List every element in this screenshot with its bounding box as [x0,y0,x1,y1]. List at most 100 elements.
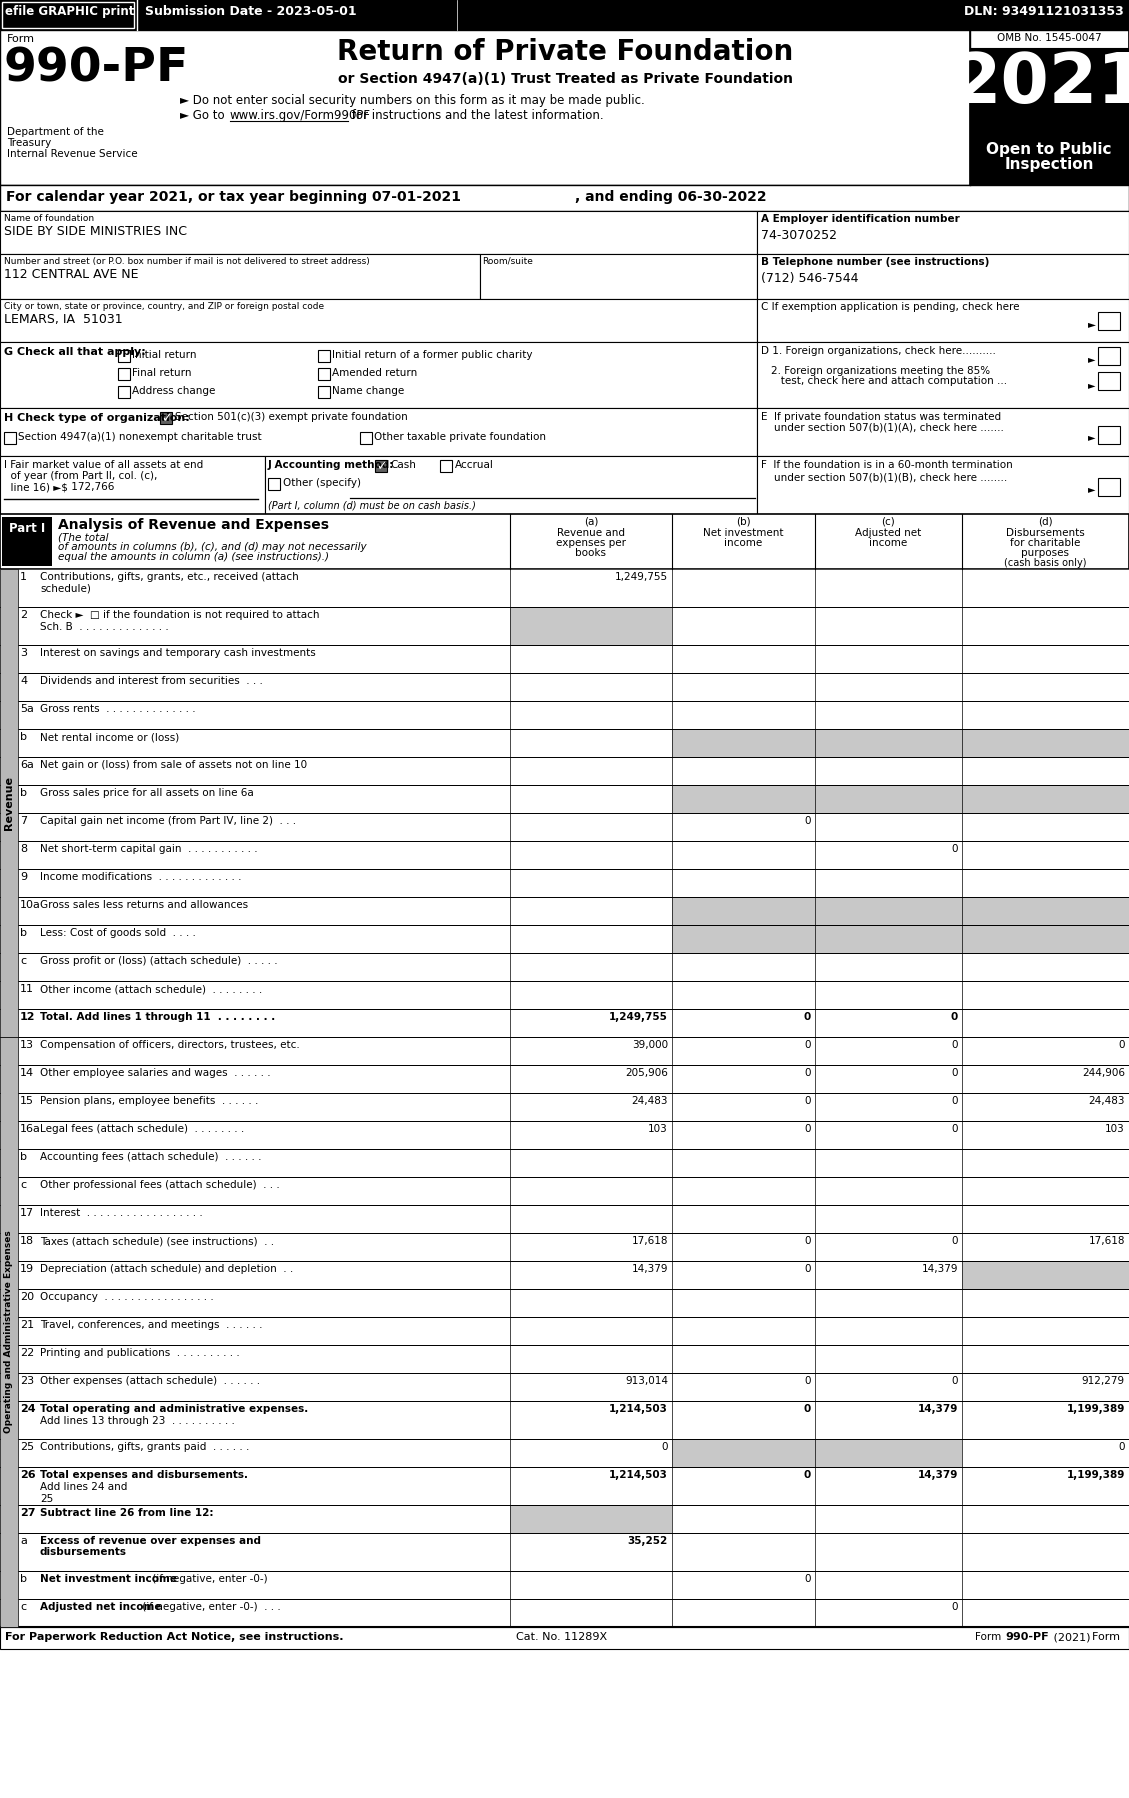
Bar [758,298,1129,342]
Text: For Paperwork Reduction Act Notice, see instructions.: For Paperwork Reduction Act Notice, see … [5,1633,343,1642]
Bar [0,1205,1129,1233]
Text: DLN: 93491121031353: DLN: 93491121031353 [964,5,1124,18]
Bar [119,369,130,379]
Text: equal the amounts in column (a) (see instructions).): equal the amounts in column (a) (see ins… [58,552,329,563]
Text: Taxes (attach schedule) (see instructions)  . .: Taxes (attach schedule) (see instruction… [40,1235,274,1246]
Text: Accrual: Accrual [455,460,493,469]
Bar [0,1401,1129,1438]
Text: Cat. No. 11289X: Cat. No. 11289X [516,1633,607,1642]
Text: City or town, state or province, country, and ZIP or foreign postal code: City or town, state or province, country… [5,302,324,311]
Text: www.irs.gov/Form990PF: www.irs.gov/Form990PF [230,110,371,122]
Text: Name change: Name change [332,387,404,396]
Bar [0,728,1129,757]
Text: Form: Form [7,34,35,43]
Bar [0,897,1129,924]
Text: 1,214,503: 1,214,503 [610,1404,668,1413]
Text: Name of foundation: Name of foundation [5,214,94,223]
Bar [318,369,330,379]
Text: for charitable: for charitable [1009,538,1080,548]
Text: Other professional fees (attach schedule)  . . .: Other professional fees (attach schedule… [40,1179,280,1190]
Bar [0,1260,1129,1289]
Text: D 1. Foreign organizations, check here..........: D 1. Foreign organizations, check here..… [761,345,996,356]
Text: Treasury: Treasury [7,138,51,147]
Text: F  If the foundation is in a 60-month termination: F If the foundation is in a 60-month ter… [761,460,1013,469]
Text: 1,214,503: 1,214,503 [610,1471,668,1480]
Text: (b): (b) [736,518,751,527]
Text: Room/suite: Room/suite [482,257,533,266]
Text: Cash: Cash [390,460,415,469]
Bar [268,478,280,491]
Bar [0,408,758,457]
Text: disbursements: disbursements [40,1546,126,1557]
Text: (if negative, enter -0-): (if negative, enter -0-) [149,1573,268,1584]
Bar [0,1345,1129,1374]
Bar [360,432,371,444]
Text: E  If private foundation status was terminated: E If private foundation status was termi… [761,412,1001,423]
Bar [510,608,672,645]
Bar [265,457,758,514]
Bar [2,2,134,29]
Text: Other expenses (attach schedule)  . . . . . .: Other expenses (attach schedule) . . . .… [40,1375,260,1386]
Text: 990-PF: 990-PF [1005,1633,1049,1642]
Text: b: b [20,788,27,798]
Text: 24: 24 [20,1404,36,1413]
Text: H Check type of organization:: H Check type of organization: [5,414,190,423]
Text: ►: ► [1088,379,1095,390]
Bar [5,432,16,444]
Bar [0,1505,1129,1534]
Bar [758,408,1129,457]
Text: Analysis of Revenue and Expenses: Analysis of Revenue and Expenses [58,518,329,532]
Text: (712) 546-7544: (712) 546-7544 [761,271,858,286]
Bar [2,518,52,566]
Bar [510,1505,672,1534]
Text: 17,618: 17,618 [1088,1235,1124,1246]
Text: 244,906: 244,906 [1082,1068,1124,1079]
Text: b: b [20,1573,27,1584]
Text: Add lines 24 and
25: Add lines 24 and 25 [40,1482,128,1503]
Text: 14: 14 [20,1068,34,1079]
Text: 0: 0 [952,1375,959,1386]
Bar [0,568,1129,608]
Text: Internal Revenue Service: Internal Revenue Service [7,149,138,158]
Text: (2021): (2021) [1050,1633,1091,1642]
Bar [0,1009,1129,1037]
Text: 14,379: 14,379 [918,1404,959,1413]
Bar [0,841,1129,868]
Text: 26: 26 [20,1471,36,1480]
Bar [758,342,1129,408]
Text: 25: 25 [20,1442,34,1453]
Text: 13: 13 [20,1039,34,1050]
Text: Occupancy  . . . . . . . . . . . . . . . . .: Occupancy . . . . . . . . . . . . . . . … [40,1293,213,1302]
Text: 0: 0 [805,1124,811,1135]
Bar [0,1571,1129,1598]
Text: test, check here and attach computation ...: test, check here and attach computation … [771,376,1007,387]
Text: 0: 0 [952,1235,959,1246]
Text: ►: ► [1088,354,1095,363]
Text: Disbursements: Disbursements [1006,529,1084,538]
Text: Check ►  □ if the foundation is not required to attach
Sch. B  . . . . . . . . .: Check ► □ if the foundation is not requi… [40,610,320,631]
Bar [1099,478,1120,496]
Text: 0: 0 [952,1124,959,1135]
Text: 0: 0 [805,1039,811,1050]
Text: 0: 0 [951,1012,959,1021]
Text: 11: 11 [20,984,34,994]
Text: Total. Add lines 1 through 11  . . . . . . . .: Total. Add lines 1 through 11 . . . . . … [40,1012,275,1021]
Text: Amended return: Amended return [332,369,418,378]
Text: 27: 27 [20,1509,35,1518]
Text: 39,000: 39,000 [632,1039,668,1050]
Text: 0: 0 [805,1235,811,1246]
Text: 0: 0 [952,1097,959,1106]
Bar [0,1037,18,1627]
Bar [758,457,1129,514]
Bar [672,897,1129,924]
Bar [0,672,1129,701]
Bar [970,49,1129,138]
Text: Department of the: Department of the [7,128,104,137]
Text: Total expenses and disbursements.: Total expenses and disbursements. [40,1471,248,1480]
Bar [758,254,1129,298]
Text: J Accounting method:: J Accounting method: [268,460,394,469]
Text: 4: 4 [20,676,27,687]
Text: (cash basis only): (cash basis only) [1004,557,1086,568]
Text: 12: 12 [20,1012,35,1021]
Bar [0,982,1129,1009]
